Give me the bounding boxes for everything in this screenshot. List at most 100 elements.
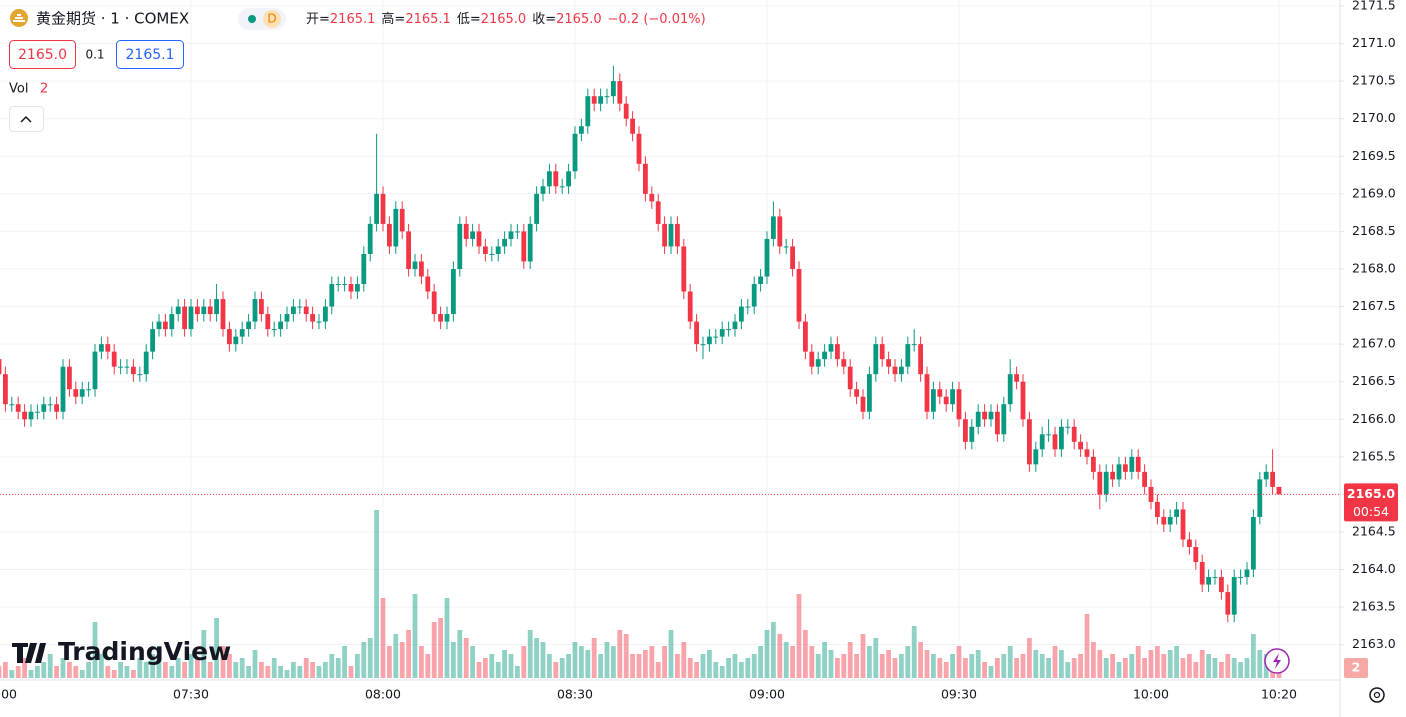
volume-bar [444,598,450,678]
ohlc-value: 2165.0 [556,12,602,27]
volume-bar [483,658,488,678]
candle-body [969,426,975,442]
candle-body [1142,471,1147,487]
candle-body [163,321,168,330]
volume-bar [124,666,130,678]
volume-bar [1071,658,1077,678]
candle-body [687,291,693,322]
y-tick-label: 2164.5 [1352,523,1396,538]
volume-bar [1129,654,1135,678]
candle-body [457,223,463,269]
volume-bar [1014,658,1019,678]
candle-body [950,389,955,405]
candle-body [425,276,431,292]
y-tick-label: 2169.5 [1352,148,1396,163]
candle-body [719,329,725,337]
candle-body [79,389,85,397]
volume-bar [835,658,840,678]
candle-body [860,396,866,412]
volume-bar [886,650,891,678]
candle-body [419,261,424,277]
volume-bar [1238,662,1243,678]
volume-bar [387,646,392,678]
countdown: 00:54 [1353,504,1389,519]
volume-bar [1110,654,1115,678]
volume-bar [790,646,795,678]
bid-box[interactable] [9,40,76,69]
volume-bar [451,642,456,678]
volume-bar [246,666,251,678]
settings-icon [1373,691,1381,699]
volume-bar [758,646,763,678]
candle-body [1007,374,1013,405]
volume-bar [1187,654,1192,678]
volume-bar [355,654,360,678]
candle-body [1078,441,1083,450]
volume-bar [265,666,271,678]
ask: 2165.1 [126,47,175,63]
candle-body [796,268,802,322]
candle-body [1257,479,1263,517]
x-tick-label: 08:00 [365,687,401,702]
candle-body [284,314,290,322]
volume-bar [508,654,514,678]
candle-body [355,284,360,292]
candle-body [214,299,219,315]
volume-bar [739,662,744,678]
volume-bar [425,654,431,678]
candle-body [1103,471,1109,495]
candle-body [822,351,827,360]
volume-bar [99,654,104,678]
symbol[interactable]: 黄金期货 · 1 · COMEX [36,10,189,28]
volume-bar [220,646,226,678]
logo[interactable]: TradingView [58,637,231,666]
candle-body [988,411,994,420]
alert-icon [1273,653,1281,669]
settings-button[interactable] [1369,687,1385,703]
candle-body [1046,434,1051,436]
volume-bar [867,646,872,678]
candle-body [809,351,815,367]
candle-body [758,276,763,285]
candle-body [1180,509,1186,540]
candle-body [745,306,751,308]
x-tick-label: 10:00 [1133,687,1169,702]
candle-body [1027,419,1032,465]
volume-bar [9,670,15,678]
y-tick-label: 2169.0 [1352,185,1396,200]
volume-bar [1123,658,1128,678]
candle-body [1116,464,1122,480]
candle-body [854,389,859,397]
volume-bar [662,646,667,678]
candle-body [911,344,917,346]
volume-bar [771,622,776,678]
candle-body [3,374,8,405]
collapse-button[interactable] [9,106,44,132]
candle-body [636,133,642,164]
volume-bar [495,662,501,678]
volume-bar [1174,646,1179,678]
volume-bar [1199,650,1205,678]
y-tick-label: 2171.0 [1352,35,1396,50]
candle-body [905,344,911,367]
candle-body [92,351,98,390]
volume-bar [751,654,757,678]
volume-bar [623,634,629,678]
ask-box[interactable] [116,40,184,69]
y-tick-label: 2163.5 [1352,599,1396,614]
volume-bar [1219,662,1224,678]
candle-body [943,396,949,405]
candle-body [175,306,181,315]
volume-bar [707,650,712,678]
candle-body [143,351,149,375]
volume-bar [515,666,520,678]
volume-bar [329,654,335,678]
ohlc-label: 高= [381,11,405,27]
volume-bar [1039,654,1045,678]
volume-bar [899,654,904,678]
volume-bar [412,594,418,678]
ohlc-legend: 开=2165.1 高=2165.1 低=2165.0 收=2165.0 −0.2 (−0… [306,11,706,27]
volume-bar [470,646,475,678]
candle-body [1251,516,1256,570]
candle-body [220,299,226,330]
